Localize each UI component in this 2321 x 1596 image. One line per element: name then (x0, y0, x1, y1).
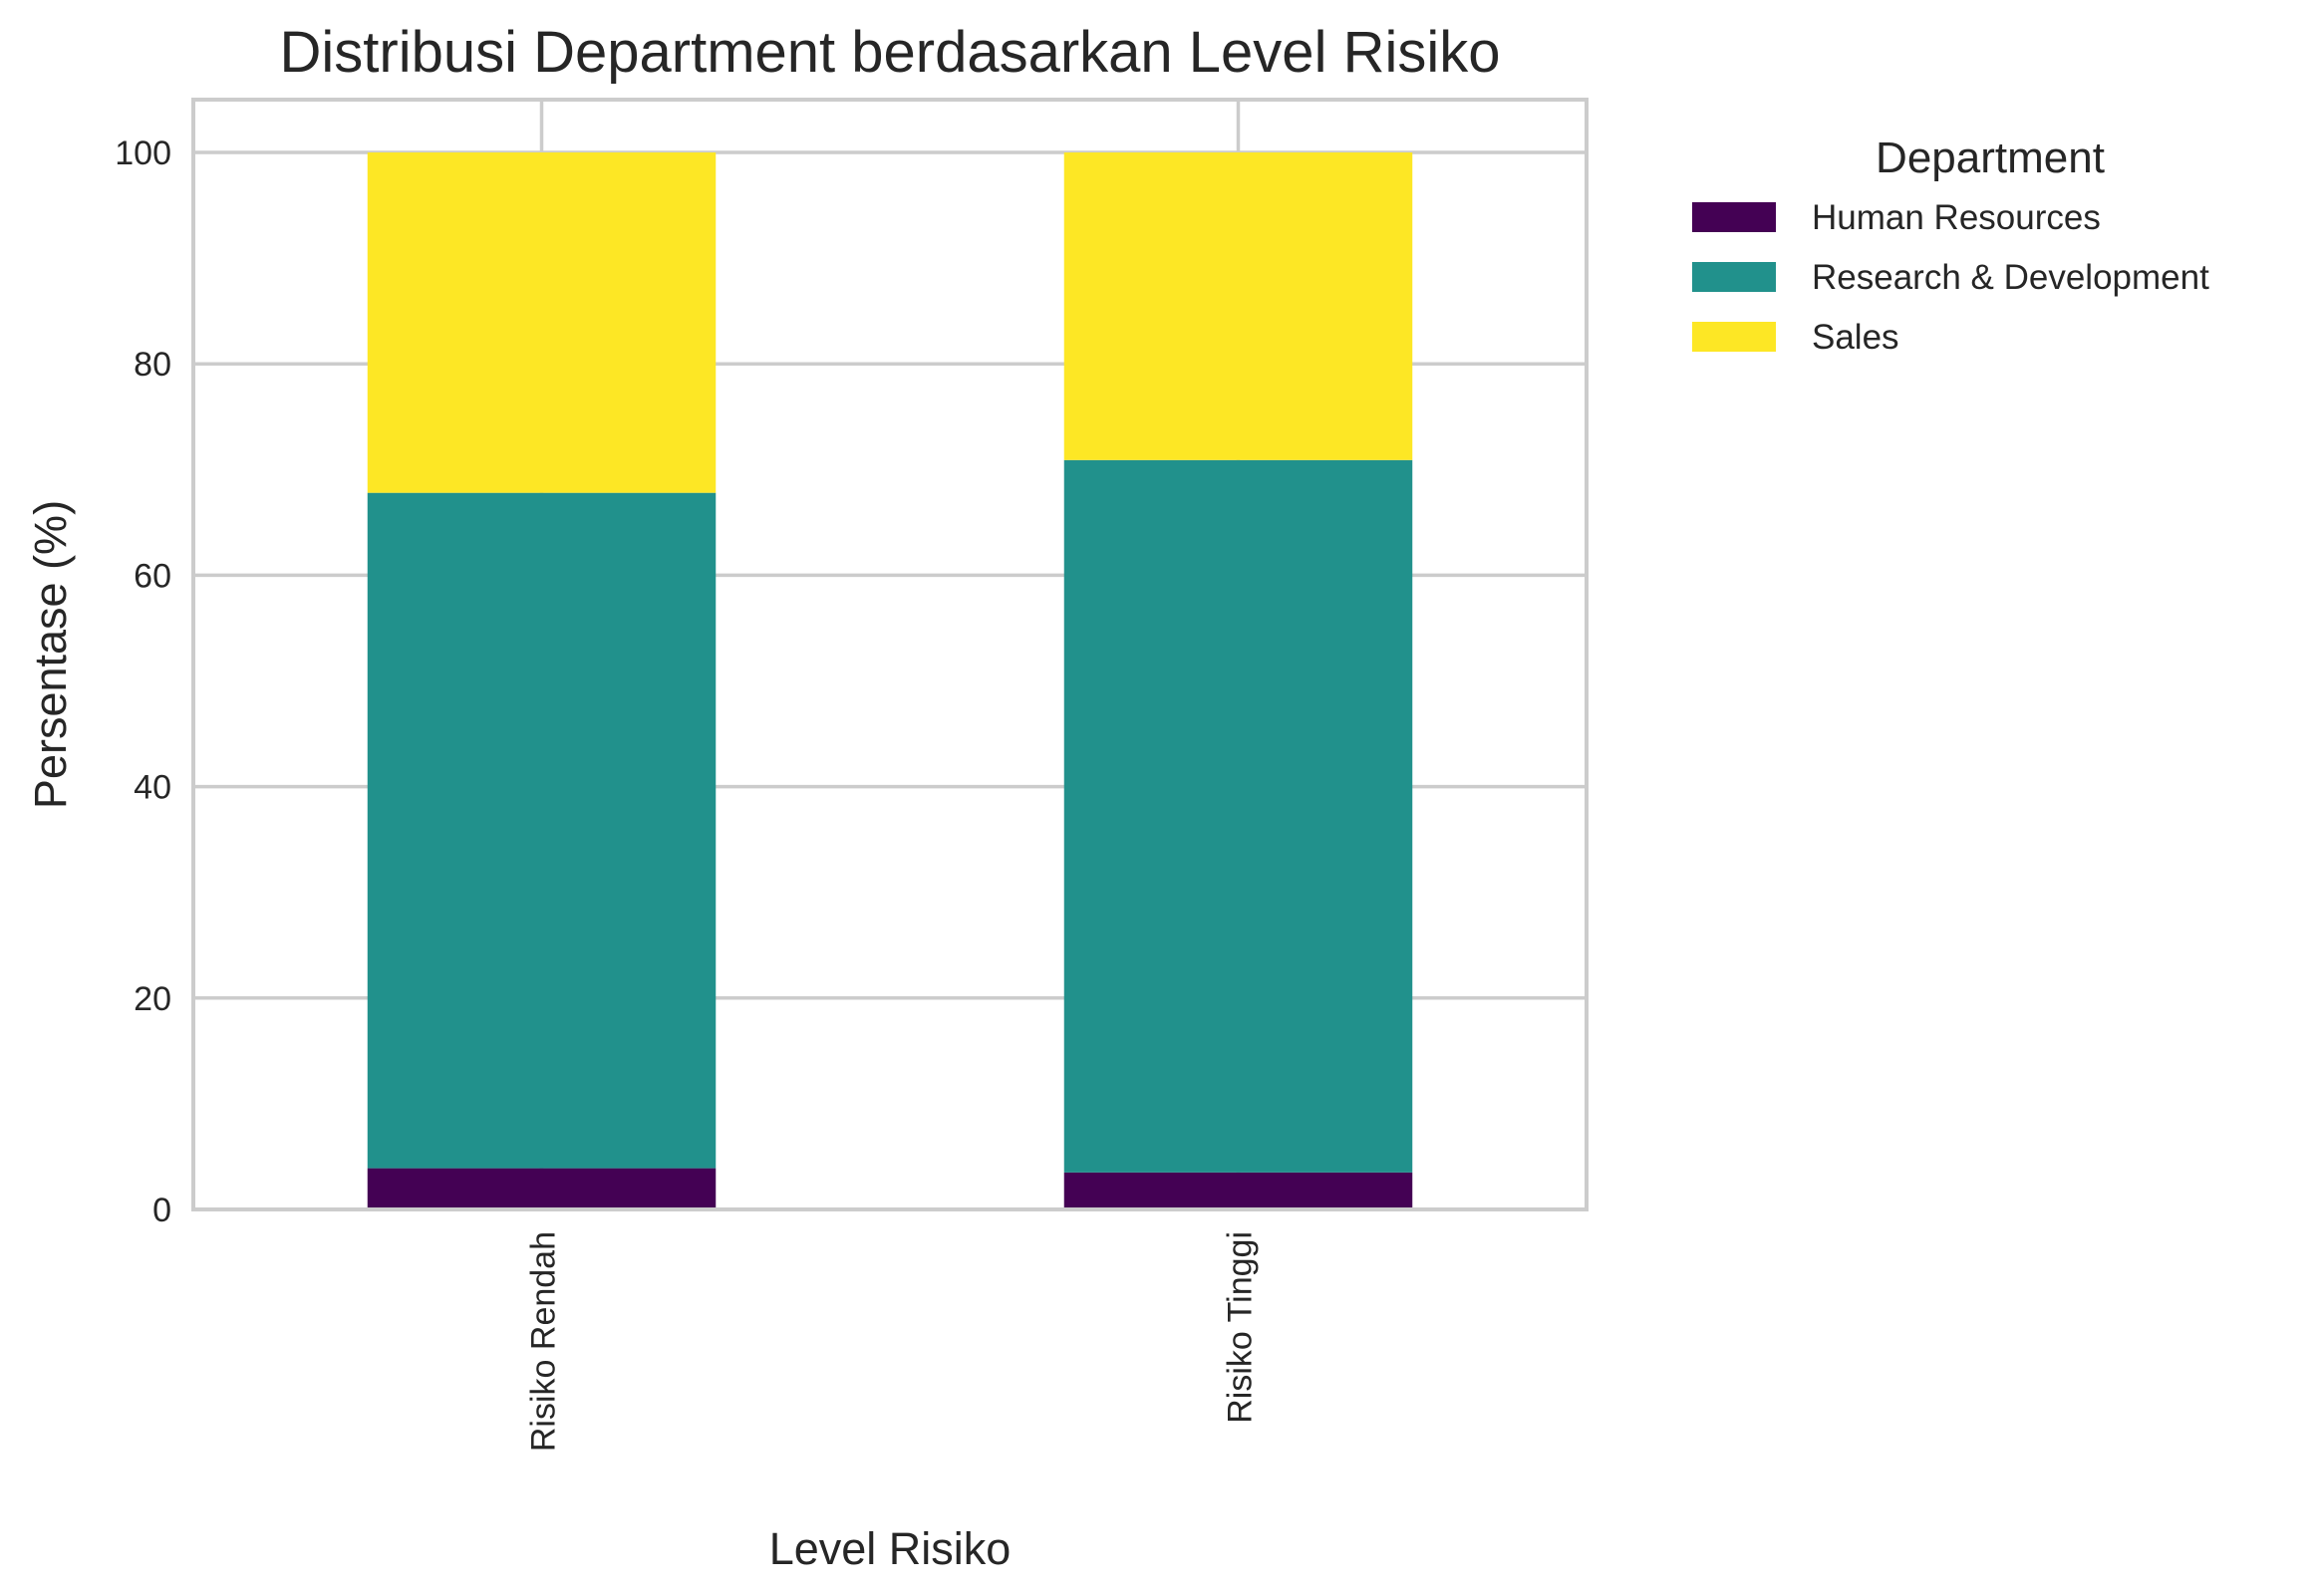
y-tick-label-80: 80 (134, 346, 171, 384)
bar-risiko-rendah-human-resources (367, 1168, 717, 1209)
bar-risiko-tinggi-human-resources (1063, 1172, 1413, 1209)
x-tick-label-risiko-rendah: Risiko Rendah (525, 1231, 563, 1452)
y-tick-label-20: 20 (134, 980, 171, 1018)
bars (367, 152, 1413, 1209)
tick-labels: 0 20 40 60 80 100 Risiko Rendah Risiko Tinggi (115, 134, 1259, 1452)
legend-items: Human Resources Research & Development Sal… (1692, 198, 2209, 357)
legend-swatch-sales (1692, 322, 1776, 352)
bar-risiko-rendah-research-and-development (367, 492, 717, 1169)
legend-swatch-human-resources (1692, 202, 1776, 232)
y-tick-label-60: 60 (134, 557, 171, 595)
legend-swatch-research-and-development (1692, 262, 1776, 292)
legend: Department Human Resources Research & Dev… (1692, 133, 2209, 357)
y-axis-label: Persentase (%) (25, 500, 76, 809)
plot-frame (191, 98, 1589, 1211)
x-axis-label: Level Risiko (769, 1523, 1012, 1574)
y-tick-label-0: 0 (152, 1192, 171, 1229)
legend-title: Department (1876, 133, 2105, 182)
legend-label-research-and-development: Research & Development (1812, 258, 2209, 297)
x-tick-label-risiko-tinggi: Risiko Tinggi (1222, 1231, 1260, 1424)
legend-label-sales: Sales (1812, 318, 1899, 357)
bar-risiko-tinggi-research-and-development (1063, 459, 1413, 1173)
y-tick-label-40: 40 (134, 769, 171, 807)
y-tick-label-100: 100 (115, 134, 171, 172)
legend-label-human-resources: Human Resources (1812, 198, 2101, 237)
chart-title: Distribusi Department berdasarkan Level … (280, 20, 1501, 85)
bar-risiko-rendah-sales (367, 152, 717, 493)
bar-risiko-tinggi-sales (1063, 152, 1413, 460)
